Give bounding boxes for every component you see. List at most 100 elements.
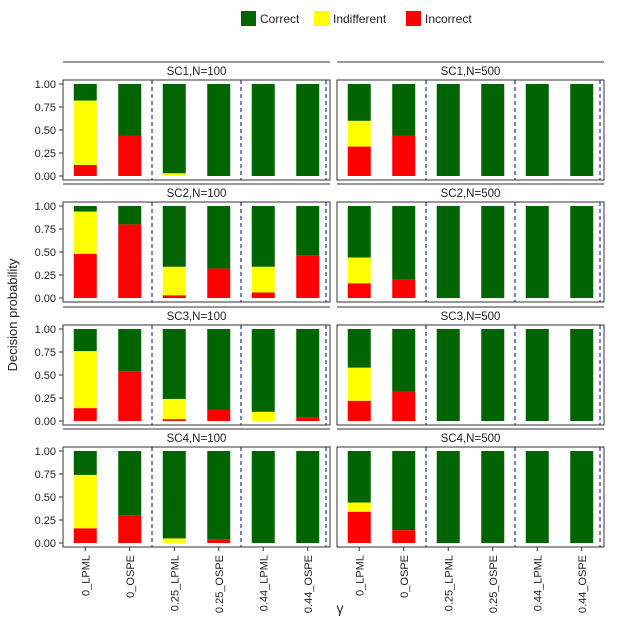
bar-correct-0_LPML <box>73 451 97 475</box>
x-tick-label: 0.25_OSPE <box>488 555 500 613</box>
bar-incorrect-0_OSPE <box>392 391 416 421</box>
x-tick-label: 0.25_LPML <box>443 555 455 611</box>
legend-swatch-incorrect <box>406 11 421 26</box>
bar-incorrect-0.44_OSPE <box>296 417 320 421</box>
bar-indifferent-0.25_LPML <box>162 398 186 420</box>
y-tick-label: 0.00 <box>35 171 56 183</box>
legend-label-correct: Correct <box>260 12 300 26</box>
bar-incorrect-0_LPML <box>347 146 371 176</box>
x-tick-label: 0.25_OSPE <box>214 555 226 613</box>
y-tick-label: 0.50 <box>35 125 56 137</box>
bar-correct-0.25_LPML <box>162 329 186 399</box>
y-tick-label: 0.25 <box>35 148 56 160</box>
bar-correct-0.25_LPML <box>436 329 460 421</box>
bar-incorrect-0_LPML <box>73 528 97 543</box>
panel-7: SC4,N=100 0.00 0.25 0.50 0.75 1.00 0_LPML 0_OSP… <box>35 428 331 613</box>
bar-correct-0.44_OSPE <box>296 84 320 176</box>
bar-correct-0.25_LPML <box>162 451 186 539</box>
bar-incorrect-0_LPML <box>347 283 371 298</box>
x-axis-title: γ <box>337 600 344 616</box>
x-tick-label: 0.25_LPML <box>169 555 181 611</box>
bar-correct-0_OSPE <box>118 84 142 136</box>
y-tick-label: 1.00 <box>35 201 56 213</box>
bar-incorrect-0_OSPE <box>118 515 142 543</box>
panel-2: SC1,N=500 <box>336 61 605 181</box>
panel-title: SC3,N=100 <box>167 311 227 323</box>
bar-correct-0_OSPE <box>392 84 416 136</box>
bar-correct-0.25_LPML <box>162 84 186 174</box>
bar-correct-0.25_OSPE <box>207 84 231 176</box>
legend: Correct Indifferent Incorrect <box>241 11 472 26</box>
bar-indifferent-0.44_LPML <box>251 266 275 293</box>
bar-correct-0.25_OSPE <box>481 451 505 543</box>
bar-incorrect-0_OSPE <box>392 279 416 298</box>
bar-correct-0.25_OSPE <box>481 206 505 298</box>
y-tick-label: 0.00 <box>35 293 56 305</box>
bar-incorrect-0_OSPE <box>118 135 142 176</box>
bar-correct-0.25_OSPE <box>207 451 231 540</box>
bar-incorrect-0.25_OSPE <box>207 539 231 543</box>
bar-correct-0.25_OSPE <box>207 329 231 410</box>
x-tick-label: 0_LPML <box>80 555 92 596</box>
y-tick-label: 0.75 <box>35 469 56 481</box>
bar-indifferent-0.25_LPML <box>162 266 186 296</box>
panel-frame <box>336 324 605 426</box>
x-tick-label: 0_LPML <box>354 555 366 596</box>
x-tick-label: 0_OSPE <box>399 555 411 598</box>
bar-correct-0_OSPE <box>118 329 142 372</box>
bar-incorrect-0_OSPE <box>392 135 416 176</box>
y-tick-label: 0.75 <box>35 347 56 359</box>
panel-title: SC4,N=100 <box>167 433 227 445</box>
panel-frame <box>336 201 605 303</box>
y-axis-title: Decision probability <box>5 258 20 371</box>
x-tick-label: 0.44_OSPE <box>303 555 315 613</box>
bar-incorrect-0_LPML <box>73 253 97 298</box>
bar-incorrect-0.25_OSPE <box>207 268 231 298</box>
bar-correct-0_LPML <box>347 206 371 258</box>
bar-correct-0.44_OSPE <box>570 329 594 421</box>
bar-correct-0.25_LPML <box>436 451 460 543</box>
bar-correct-0.44_OSPE <box>296 451 320 543</box>
bar-incorrect-0_LPML <box>73 408 97 421</box>
bar-indifferent-0_LPML <box>347 502 371 512</box>
bar-correct-0_LPML <box>347 451 371 503</box>
bar-incorrect-0_OSPE <box>118 224 142 298</box>
bar-correct-0.25_LPML <box>436 84 460 176</box>
bar-incorrect-0_LPML <box>347 400 371 421</box>
bar-incorrect-0.44_LPML <box>251 292 275 298</box>
bar-correct-0.44_LPML <box>251 84 275 176</box>
y-tick-label: 0.25 <box>35 515 56 527</box>
x-tick-label: 0.44_LPML <box>532 555 544 611</box>
y-tick-label: 1.00 <box>35 324 56 336</box>
bar-correct-0.44_OSPE <box>296 206 320 256</box>
bar-correct-0.25_OSPE <box>481 329 505 421</box>
panel-1: SC1,N=100 0.00 0.25 0.50 0.75 1.00 <box>35 61 331 183</box>
bar-incorrect-0.25_OSPE <box>207 409 231 421</box>
panel-title: SC4,N=500 <box>441 433 501 445</box>
bar-indifferent-0_LPML <box>347 367 371 401</box>
bar-correct-0_LPML <box>347 84 371 121</box>
bar-correct-0_LPML <box>73 84 97 101</box>
legend-label-incorrect: Incorrect <box>425 12 472 26</box>
facet-panels: SC1,N=100 0.00 0.25 0.50 0.75 1.00 SC1,N=500 SC… <box>35 61 605 613</box>
bar-indifferent-0.25_LPML <box>162 173 186 176</box>
panel-5: SC3,N=100 0.00 0.25 0.50 0.75 1.00 <box>35 306 331 428</box>
panel-title: SC2,N=500 <box>441 188 501 200</box>
bar-correct-0_OSPE <box>118 206 142 225</box>
bar-indifferent-0_LPML <box>73 474 97 529</box>
legend-swatch-indifferent <box>314 11 329 26</box>
bar-incorrect-0_LPML <box>73 164 97 176</box>
panel-frame <box>336 446 605 548</box>
panel-title: SC2,N=100 <box>167 188 227 200</box>
x-tick-label: 0.44_LPML <box>258 555 270 611</box>
y-tick-label: 1.00 <box>35 79 56 91</box>
bar-correct-0_LPML <box>347 329 371 368</box>
panel-3: SC2,N=100 0.00 0.25 0.50 0.75 1.00 <box>35 183 331 305</box>
bar-correct-0.44_OSPE <box>570 206 594 298</box>
bar-correct-0.44_LPML <box>525 84 549 176</box>
bar-correct-0.44_LPML <box>251 329 275 412</box>
x-tick-label: 0_OSPE <box>125 555 137 598</box>
bar-correct-0_LPML <box>73 329 97 352</box>
panel-title: SC1,N=100 <box>167 66 227 78</box>
bar-correct-0_OSPE <box>392 451 416 531</box>
